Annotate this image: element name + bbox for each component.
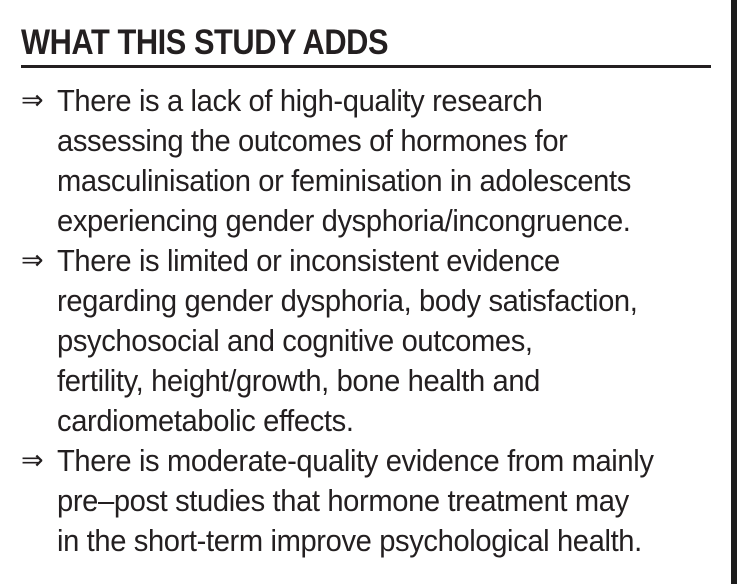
bullet-text: There is limited or inconsistent evidenc… <box>57 241 730 441</box>
callout-content: WHAT THIS STUDY ADDS ⇒ There is a lack of… <box>21 23 730 561</box>
double-arrow-icon: ⇒ <box>21 245 44 276</box>
bullet-list: ⇒ There is a lack of high-quality researc… <box>21 81 730 561</box>
double-arrow-icon: ⇒ <box>21 85 44 116</box>
bullet-line: in the short-term improve psychological … <box>57 523 642 558</box>
bullet-item: ⇒ There is a lack of high-quality researc… <box>21 81 730 241</box>
title-divider <box>21 65 711 68</box>
bullet-line: cardiometabolic effects. <box>57 403 354 438</box>
bullet-line: regarding gender dysphoria, body satisfa… <box>57 283 638 318</box>
bullet-item: ⇒ There is moderate-quality evidence from… <box>21 441 730 561</box>
bullet-line: There is a lack of high-quality research <box>57 83 543 118</box>
callout-title: WHAT THIS STUDY ADDS <box>21 23 389 62</box>
bullet-line: psychosocial and cognitive outcomes, <box>57 323 533 358</box>
bullet-line: There is limited or inconsistent evidenc… <box>57 243 560 278</box>
bullet-text: There is a lack of high-quality research… <box>57 81 730 241</box>
bullet-line: fertility, height/growth, bone health an… <box>57 363 540 398</box>
bullet-text: There is moderate-quality evidence from … <box>57 441 730 561</box>
bullet-item: ⇒ There is limited or inconsistent eviden… <box>21 241 730 441</box>
bullet-line: masculinisation or feminisation in adole… <box>57 163 631 198</box>
bullet-line: experiencing gender dysphoria/incongruen… <box>57 203 631 238</box>
box-right-border <box>731 0 737 584</box>
bullet-line: pre–post studies that hormone treatment … <box>57 483 629 518</box>
bullet-line: There is moderate-quality evidence from … <box>57 443 654 478</box>
double-arrow-icon: ⇒ <box>21 445 44 476</box>
bullet-line: assessing the outcomes of hormones for <box>57 123 568 158</box>
